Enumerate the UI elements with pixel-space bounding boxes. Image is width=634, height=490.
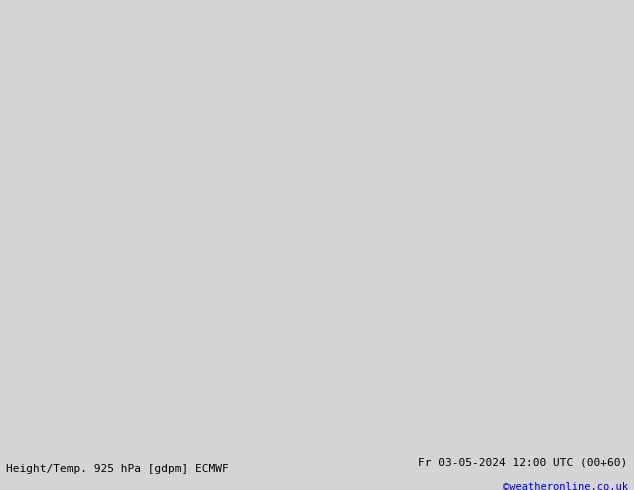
Text: ©weatheronline.co.uk: ©weatheronline.co.uk [503,482,628,490]
Text: Height/Temp. 925 hPa [gdpm] ECMWF: Height/Temp. 925 hPa [gdpm] ECMWF [6,465,229,474]
Text: Fr 03-05-2024 12:00 UTC (00+60): Fr 03-05-2024 12:00 UTC (00+60) [418,458,628,467]
